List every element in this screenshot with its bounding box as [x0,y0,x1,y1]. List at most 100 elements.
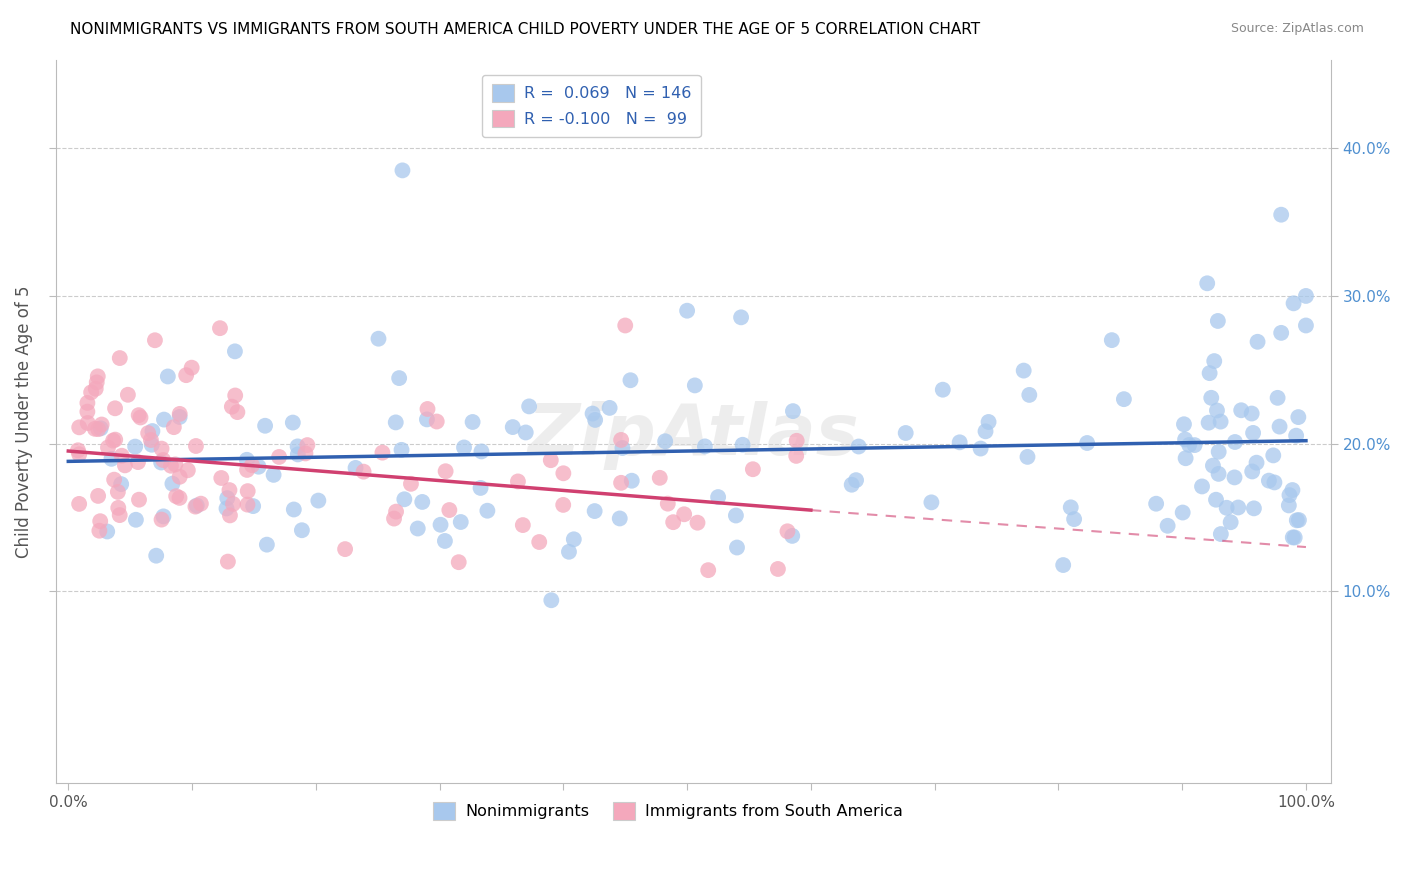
Point [76,404,98,418]
Point [1204,354,1226,368]
Point [1199,391,1222,405]
Point [1288,513,1310,527]
Point [1209,415,1232,429]
Point [610,433,633,447]
Point [426,415,449,429]
Point [447,555,470,569]
Point [287,439,309,453]
Point [217,491,239,505]
Point [741,462,763,476]
Point [150,442,173,456]
Point [676,303,699,318]
Point [353,465,375,479]
Point [662,515,685,529]
Point [1268,419,1291,434]
Point [780,529,803,543]
Point [1270,326,1292,340]
Point [263,467,285,482]
Point [283,502,305,516]
Point [391,163,413,178]
Point [84,382,107,396]
Point [80,385,103,400]
Point [470,481,492,495]
Point [1206,314,1229,328]
Point [226,405,249,419]
Point [1281,483,1303,497]
Point [221,400,243,414]
Point [1230,403,1253,417]
Point [553,467,575,481]
Point [240,458,263,473]
Text: NONIMMIGRANTS VS IMMIGRANTS FROM SOUTH AMERICA CHILD POVERTY UNDER THE AGE OF 5 : NONIMMIGRANTS VS IMMIGRANTS FROM SOUTH A… [70,22,980,37]
Point [515,425,537,440]
Point [89,524,111,538]
Point [540,453,562,467]
Point [1202,458,1225,473]
Point [150,512,173,526]
Point [506,475,529,489]
Point [583,504,606,518]
Point [124,440,146,454]
Point [1206,403,1229,417]
Point [599,401,621,415]
Point [162,476,184,491]
Point [439,503,461,517]
Point [152,453,174,467]
Point [384,416,406,430]
Point [101,434,124,448]
Point [291,523,314,537]
Point [222,497,245,511]
Point [686,516,709,530]
Point [224,388,246,402]
Point [693,439,716,453]
Point [1184,438,1206,452]
Point [66,443,89,458]
Point [76,396,98,410]
Point [169,469,191,483]
Point [1171,506,1194,520]
Point [236,452,259,467]
Point [1270,208,1292,222]
Point [730,310,752,325]
Point [344,461,367,475]
Point [125,513,148,527]
Point [165,489,187,503]
Point [104,433,127,447]
Point [731,438,754,452]
Point [406,521,429,535]
Point [367,332,389,346]
Point [1191,479,1213,493]
Point [297,438,319,452]
Point [224,344,246,359]
Point [87,369,110,384]
Point [1263,449,1285,463]
Point [894,425,917,440]
Point [177,463,200,477]
Point [1286,410,1309,425]
Point [1205,492,1227,507]
Point [87,489,110,503]
Point [127,455,149,469]
Point [1215,500,1237,515]
Point [977,415,1000,429]
Point [394,492,416,507]
Point [180,360,202,375]
Point [1241,425,1264,440]
Point [1198,366,1220,380]
Point [385,505,408,519]
Point [1174,433,1197,447]
Point [1060,500,1083,515]
Point [1156,518,1178,533]
Point [89,514,111,528]
Point [434,464,457,478]
Point [107,500,129,515]
Point [1282,296,1305,310]
Point [1178,438,1201,452]
Point [1223,470,1246,484]
Point [242,499,264,513]
Point [1018,388,1040,402]
Point [1219,515,1241,529]
Point [1174,451,1197,466]
Point [141,438,163,452]
Point [540,593,562,607]
